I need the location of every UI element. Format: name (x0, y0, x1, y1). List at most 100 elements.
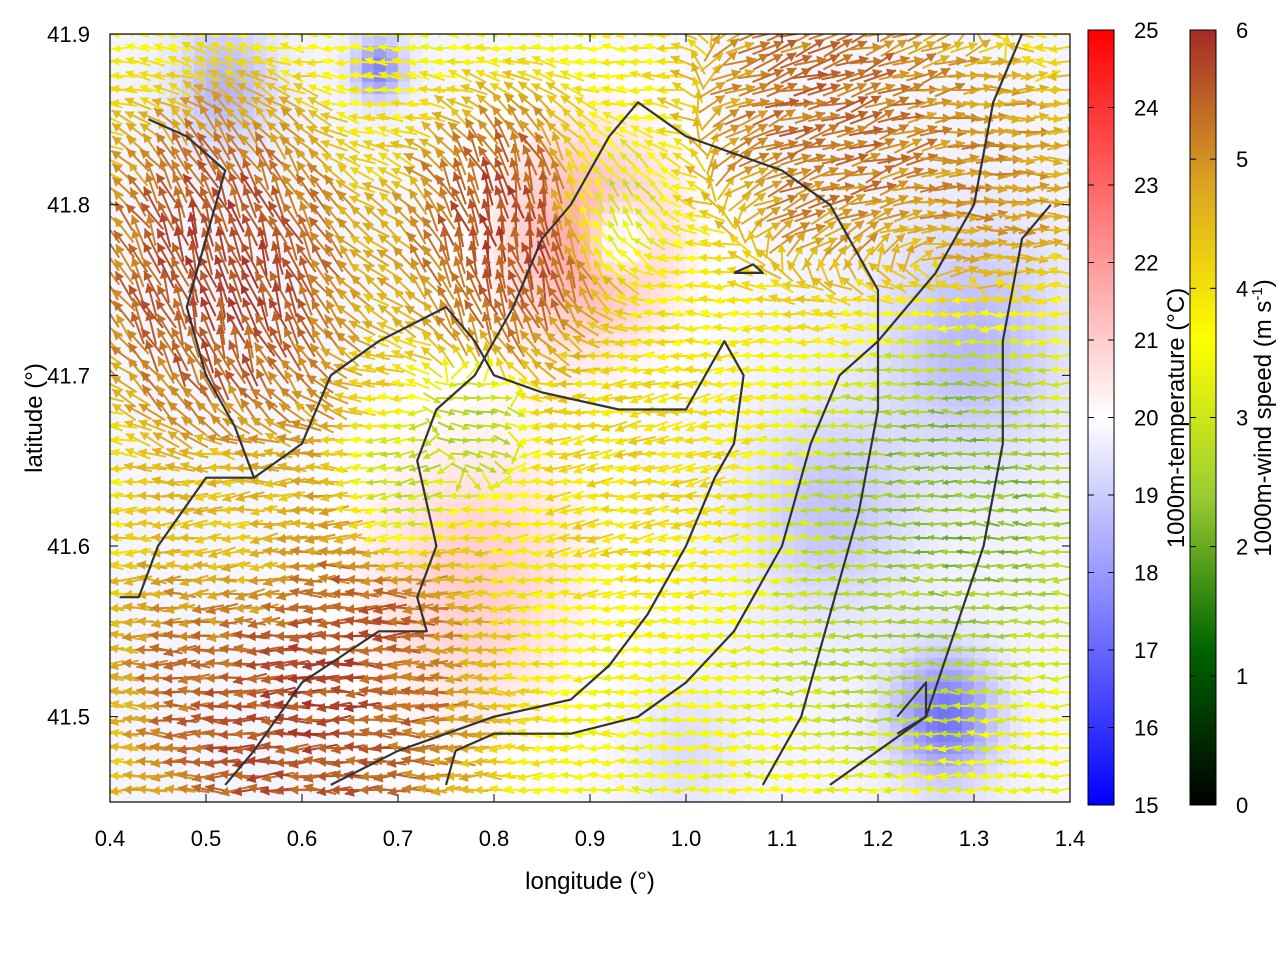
temperature-cell (1010, 730, 1023, 743)
temperature-cell (626, 34, 639, 47)
temperature-cell (782, 562, 795, 575)
plot-area (109, 33, 1071, 803)
temperature-cell (734, 790, 747, 802)
temperature-cell (1010, 778, 1023, 791)
temperature-cell (1034, 610, 1047, 623)
temperature-cell (146, 118, 159, 131)
temperature-cell (158, 454, 171, 467)
temperature-cell (146, 610, 159, 623)
temperature-cell (926, 790, 939, 802)
temperature-cell (950, 754, 963, 767)
temperature-cell (890, 526, 903, 539)
temperature-cell (674, 778, 687, 791)
temperature-cell (398, 82, 411, 95)
temperature-cell (134, 526, 147, 539)
temperature-cell (1034, 790, 1047, 802)
temperature-cell (110, 538, 123, 551)
temperature-cell (614, 790, 627, 802)
temperature-cell (134, 790, 147, 802)
temperature-cell (962, 286, 975, 299)
temperature-cell (854, 526, 867, 539)
temperature-cell (170, 790, 183, 802)
temperature-cell (290, 454, 303, 467)
temperature-cell (806, 622, 819, 635)
temperature-cell (998, 478, 1011, 491)
temperature-cell (158, 706, 171, 719)
temperature-cell (734, 370, 747, 383)
temperature-cell (590, 622, 603, 635)
temperature-cell (878, 442, 891, 455)
temperature-cell (938, 502, 951, 515)
temperature-cell (914, 538, 927, 551)
temperature-cell (974, 586, 987, 599)
temperature-cell (110, 778, 123, 791)
temperature-cell (158, 790, 171, 802)
temperature-cell (806, 730, 819, 743)
temperature-cell (974, 418, 987, 431)
temperature-cell (566, 34, 579, 47)
temperature-cell (146, 34, 159, 47)
temperature-cell (1022, 478, 1035, 491)
temperature-cell (950, 706, 963, 719)
temperature-cell (494, 394, 507, 407)
temperature-cell (938, 418, 951, 431)
temperature-cell (158, 634, 171, 647)
temperature-cell (938, 526, 951, 539)
temperature-cell (914, 418, 927, 431)
temperature-cell (398, 58, 411, 71)
temperature-cell (134, 622, 147, 635)
temperature-cell (1034, 118, 1047, 131)
temperature-cell (110, 634, 123, 647)
temperature-cell (110, 454, 123, 467)
temperature-cell (110, 610, 123, 623)
temperature-cell (506, 526, 519, 539)
temperature-cell (890, 622, 903, 635)
temperature-cell (758, 670, 771, 683)
temperature-cell (890, 562, 903, 575)
temperature-cell (974, 646, 987, 659)
temperature-cell (758, 610, 771, 623)
temperature-cell (878, 562, 891, 575)
temperature-cell (830, 538, 843, 551)
temperature-cell (806, 370, 819, 383)
temperature-cell (878, 622, 891, 635)
temperature-cell (122, 34, 135, 47)
temperature-cell (878, 538, 891, 551)
temperature-cell (122, 718, 135, 731)
temperature-cell (206, 454, 219, 467)
temperature-cell (470, 418, 483, 431)
temperature-cell (890, 538, 903, 551)
temperature-cell (758, 454, 771, 467)
temperature-cell (854, 454, 867, 467)
temperature-cell (962, 622, 975, 635)
temperature-cell (938, 622, 951, 635)
temperature-cell (122, 538, 135, 551)
temperature-cell (650, 754, 663, 767)
temperature-cell (146, 454, 159, 467)
temperature-cell (1034, 646, 1047, 659)
temperature-cell (974, 334, 987, 347)
temperature-cell (878, 502, 891, 515)
temperature-cell (110, 706, 123, 719)
temperature-cell (962, 502, 975, 515)
temperature-cell (986, 538, 999, 551)
temperature-cell (302, 790, 315, 802)
temperature-cell (158, 622, 171, 635)
temperature-cell (326, 418, 339, 431)
temperature-cell (974, 790, 987, 802)
temperature-cell (134, 130, 147, 143)
temperature-cell (158, 610, 171, 623)
temperature-cell (938, 538, 951, 551)
temperature-cell (974, 454, 987, 467)
temperature-cell (950, 190, 963, 203)
temperature-cell (974, 478, 987, 491)
temperature-cell (470, 394, 483, 407)
temperature-cell (962, 442, 975, 455)
temperature-cell (998, 502, 1011, 515)
temperature-cell (734, 478, 747, 491)
temperature-cell (134, 214, 147, 227)
temperature-cell (866, 706, 879, 719)
temperature-cell (566, 790, 579, 802)
